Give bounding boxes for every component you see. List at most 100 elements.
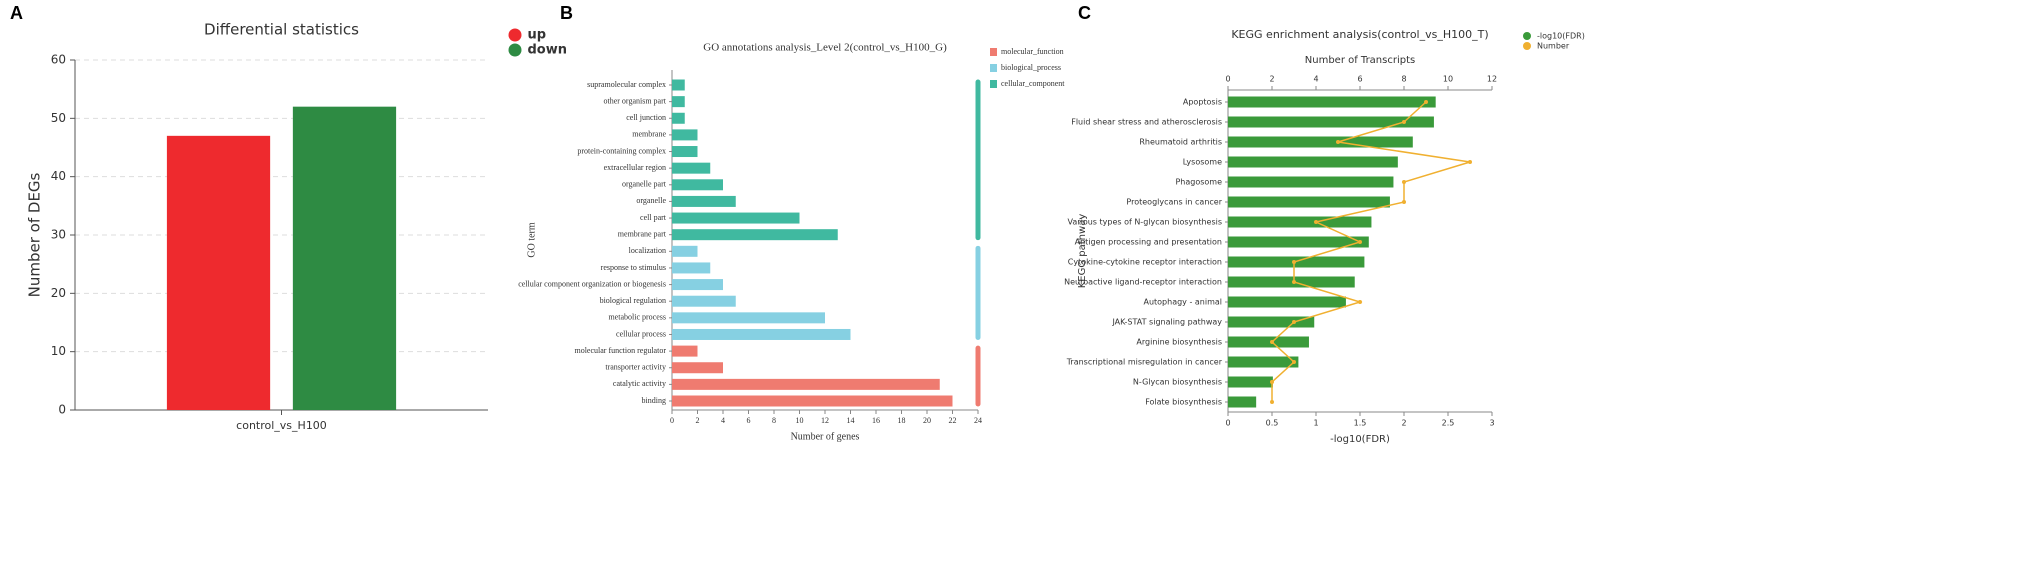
point (1270, 380, 1274, 384)
x-tick-label: 1 (1313, 419, 1318, 428)
bar (166, 135, 271, 411)
bar (1228, 216, 1372, 228)
y-tick-label: Antigen processing and presentation (1075, 238, 1222, 247)
x2-tick-label: 12 (1487, 75, 1497, 84)
legend-swatch (1523, 42, 1531, 50)
point (1424, 100, 1428, 104)
bar (1228, 156, 1398, 168)
bar (1228, 376, 1273, 388)
x2-tick-label: 2 (1269, 75, 1274, 84)
y-tick-label: molecular function regulator (574, 346, 666, 355)
legend-label: cellular_component (1001, 79, 1065, 88)
x-tick-label: 0 (1225, 419, 1230, 428)
x-axis-label: Number of genes (791, 431, 860, 442)
y-tick-label: catalytic activity (613, 379, 666, 388)
bar (672, 378, 940, 390)
bar (672, 279, 723, 291)
y-tick-label: 20 (51, 286, 66, 300)
y-tick-label: protein-containing complex (577, 146, 666, 155)
group-bar (975, 245, 981, 340)
bar (672, 328, 851, 340)
group-bar (975, 345, 981, 407)
bar (672, 345, 698, 357)
x-tick-label: 4 (721, 416, 725, 425)
y-tick-label: metabolic process (608, 313, 666, 322)
x-tick-label: 12 (821, 416, 829, 425)
y-tick-label: Fluid shear stress and atherosclerosis (1071, 118, 1222, 127)
x-tick-label: 8 (772, 416, 776, 425)
legend-swatch (1523, 32, 1531, 40)
x-tick-label: 24 (974, 416, 982, 425)
y-tick-label: Transcriptional misregulation in cancer (1066, 358, 1223, 367)
bar (1228, 116, 1434, 128)
x-tick-label: 22 (949, 416, 957, 425)
y-tick-label: 0 (58, 403, 66, 417)
legend-swatch (508, 28, 522, 42)
legend-swatch (990, 64, 997, 72)
y-tick-label: Neuroactive ligand-receptor interaction (1064, 278, 1222, 287)
group-bar (975, 79, 981, 241)
x2-tick-label: 4 (1313, 75, 1318, 84)
point (1336, 140, 1340, 144)
legend-label: biological_process (1001, 63, 1061, 72)
bar (672, 245, 698, 257)
y-tick-label: 10 (51, 344, 66, 358)
bar (1228, 196, 1390, 208)
panel-a: A 0 10 20 30 40 50 60 control_vs_H100 Number of D… (10, 3, 567, 432)
y-tick-label: cellular process (616, 329, 666, 338)
y-tick-label: organelle (636, 196, 666, 205)
bar (672, 112, 685, 124)
bar (672, 129, 698, 141)
legend-swatch (990, 48, 997, 56)
bar (672, 295, 736, 307)
chart-title: GO annotations analysis_Level 2(control_… (703, 42, 947, 54)
y-tick-label: N-Glycan biosynthesis (1133, 378, 1222, 387)
bar (1228, 356, 1299, 368)
point (1358, 240, 1362, 244)
x2-tick-label: 10 (1443, 75, 1453, 84)
y-tick-label: 60 (51, 53, 66, 67)
legend-label: down (528, 43, 568, 58)
point (1468, 160, 1472, 164)
legend-label: up (528, 28, 547, 43)
legend-swatch (508, 43, 522, 57)
x-tick-label: 6 (747, 416, 751, 425)
panel-label: B (560, 3, 573, 23)
x2-tick-label: 8 (1401, 75, 1406, 84)
bar (672, 312, 825, 324)
y-tick-label: Proteoglycans in cancer (1126, 198, 1222, 207)
y-tick-label: cell part (640, 213, 667, 222)
bar (1228, 176, 1394, 188)
legend-label: -log10(FDR) (1537, 32, 1585, 41)
bar (1228, 276, 1355, 288)
bar (1228, 396, 1257, 408)
y-tick-label: Various types of N-glycan biosynthesis (1068, 218, 1222, 227)
point (1292, 260, 1296, 264)
legend-label: molecular_function (1001, 47, 1064, 56)
y-tick-label: cellular component organization or bioge… (518, 279, 666, 288)
x-tick-label: control_vs_H100 (236, 419, 327, 432)
x-tick-label: 10 (796, 416, 804, 425)
bar (1228, 336, 1309, 348)
point (1292, 320, 1296, 324)
panel-label: C (1078, 3, 1091, 23)
y-tick-label: Lysosome (1183, 158, 1222, 167)
bar (672, 96, 685, 108)
y-tick-label: membrane part (618, 230, 667, 239)
y-tick-label: supramolecular complex (587, 80, 666, 89)
y-tick-label: membrane (632, 130, 666, 139)
bar (292, 106, 397, 411)
y-tick-label: Cytokine-cytokine receptor interaction (1068, 258, 1222, 267)
point (1270, 340, 1274, 344)
legend-swatch (990, 80, 997, 88)
x-tick-label: 14 (847, 416, 855, 425)
y-tick-label: Folate biosynthesis (1145, 398, 1222, 407)
bar (1228, 96, 1436, 108)
y-tick-label: other organism part (603, 96, 666, 105)
y-tick-label: cell junction (626, 113, 666, 122)
x-axis-label: -log10(FDR) (1330, 434, 1390, 445)
x-tick-label: 2.5 (1442, 419, 1455, 428)
bar (672, 262, 711, 274)
y-tick-label: Autophagy - animal (1143, 298, 1222, 307)
point (1402, 120, 1406, 124)
